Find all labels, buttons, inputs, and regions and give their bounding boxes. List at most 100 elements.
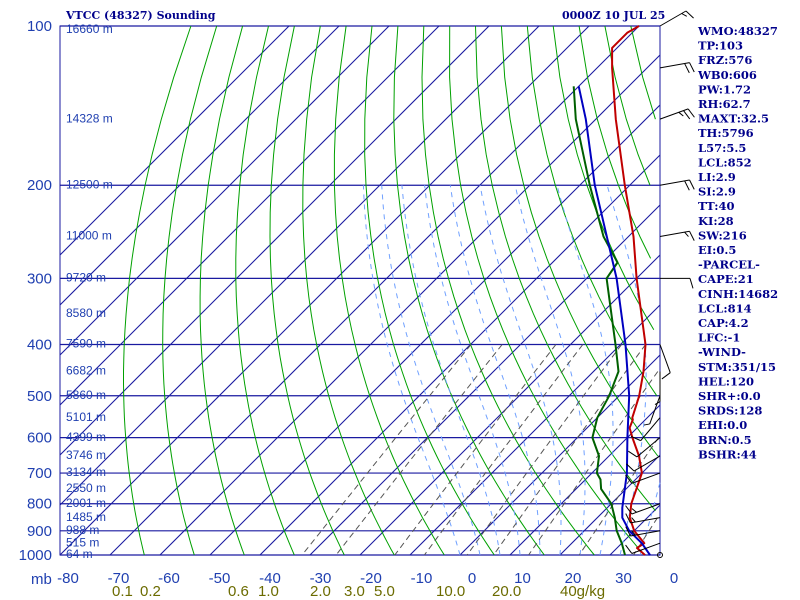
mixing-ratio-label: 0.1 (112, 583, 133, 600)
dry-adiabat (526, 25, 658, 397)
index-entry: KI:28 (698, 214, 734, 228)
mixing-ratio-line (466, 344, 623, 556)
moist-adiabat (514, 185, 586, 556)
index-entry: L57:5.5 (698, 141, 746, 155)
index-entry: FRZ:576 (698, 53, 752, 67)
height-label: 4399 m (66, 430, 106, 444)
wind-barb-flag (626, 463, 635, 472)
wind-barb-flag (661, 372, 671, 380)
height-label: 12500 m (66, 177, 113, 191)
temperature-tick-label: -60 (158, 570, 180, 587)
wind-barb-flag (684, 231, 689, 237)
pressure-tick-label: 400 (27, 336, 52, 353)
index-entry: SRDS:128 (698, 404, 762, 418)
wind-barb-shaft (631, 542, 661, 554)
dry-adiabat (333, 25, 445, 556)
height-label: 5860 m (66, 388, 106, 402)
isotherm (59, 25, 440, 406)
pressure-tick-label: 500 (27, 388, 52, 405)
index-entry: TH:5796 (698, 126, 754, 140)
pressure-tick-label: 200 (27, 177, 52, 194)
height-label: 515 m (66, 535, 99, 549)
wind-barb-flag (625, 513, 631, 524)
mixing-ratio-label: 0.6 (228, 583, 249, 600)
sounding-profiles (572, 25, 651, 556)
wind-barb-flag (643, 423, 650, 426)
wind-barb-flag (631, 517, 636, 523)
index-entry: TP:103 (698, 39, 743, 53)
height-label: 8580 m (66, 306, 106, 320)
wind-barb-flag (684, 180, 690, 191)
mixing-ratio-line (301, 344, 472, 556)
height-label: 3746 m (66, 448, 106, 462)
isotherm (409, 304, 661, 556)
temperature-tick-label: 30 (615, 570, 632, 587)
wind-barb-flag (689, 179, 695, 190)
wind-barb-flag (684, 63, 690, 74)
dry-adiabat (162, 25, 218, 556)
temperature-tick-label: 0 (468, 570, 476, 587)
temperature-tick-label: -30 (310, 570, 332, 587)
moist-adiabats (362, 185, 661, 556)
wind-barb-flag (681, 13, 687, 17)
moist-adiabat (606, 185, 647, 556)
pressure-tick-label: 600 (27, 430, 52, 447)
station-title: VTCC (48327) Sounding (65, 9, 216, 22)
wind-barb-flag (631, 530, 636, 536)
wind-barbs (625, 10, 695, 558)
temperature-tick-label: 0 (670, 570, 678, 587)
mixing-ratio-label: 10.0 (436, 583, 465, 600)
height-label: 9720 m (66, 271, 106, 285)
wind-barb-flag (625, 544, 633, 554)
dry-adiabat (552, 25, 655, 330)
height-label: 2550 m (66, 481, 106, 495)
mixing-ratio-label: 40g/kg (560, 583, 605, 600)
isotherm (159, 54, 661, 556)
height-label: 64 m (66, 547, 93, 561)
height-label: 7590 m (66, 337, 106, 351)
dry-adiabat (578, 25, 652, 259)
index-entry: WMO:48327 (697, 24, 778, 38)
wind-barb-flag (654, 401, 661, 405)
wind-barb-shaft (640, 417, 661, 441)
wind-barb-shaft (649, 395, 661, 425)
isotherm (59, 25, 290, 256)
parcel-line (577, 86, 651, 556)
moist-adiabat (362, 185, 461, 556)
index-entry: TT:40 (698, 199, 735, 213)
height-label: 3134 m (66, 465, 106, 479)
wind-barb-shaft (659, 108, 689, 120)
pressure-tick-label: 300 (27, 270, 52, 287)
pressure-tick-label: 900 (27, 523, 52, 540)
wind-barb-flag (631, 508, 637, 513)
wind-barb-flag (625, 526, 631, 537)
temperature-tick-label: -20 (360, 570, 382, 587)
index-entry: CAPE:21 (698, 272, 754, 286)
index-entry: BRN:0.5 (698, 433, 752, 447)
index-entry: BSHR:44 (698, 447, 757, 461)
mixing-ratio-line (423, 344, 584, 556)
index-entry: LCL:852 (698, 155, 752, 169)
temperature-tick-label: -80 (57, 570, 79, 587)
index-entry: RH:62.7 (698, 97, 751, 111)
height-label: 2001 m (66, 496, 106, 510)
dewpoint-line (572, 86, 626, 556)
moist-adiabat (381, 185, 481, 556)
y-axis-label: mb (31, 571, 52, 588)
index-entry: LCL:814 (698, 301, 752, 315)
isotherm (559, 454, 661, 556)
index-entry: CAP:4.2 (698, 316, 749, 330)
index-entry: SW:216 (698, 228, 747, 242)
index-entry: LI:2.9 (698, 170, 736, 184)
calm-wind-circle (657, 552, 663, 558)
wind-barb-shaft (631, 472, 661, 484)
height-label: 5101 m (66, 410, 106, 424)
isotherm (59, 25, 490, 456)
isotherm (59, 25, 390, 356)
temperature-tick-label: 10 (514, 570, 531, 587)
mixing-ratio-line (335, 344, 503, 556)
dry-adiabat (235, 25, 295, 556)
wind-barb-flag (685, 10, 694, 19)
dry-adiabat (421, 25, 595, 556)
